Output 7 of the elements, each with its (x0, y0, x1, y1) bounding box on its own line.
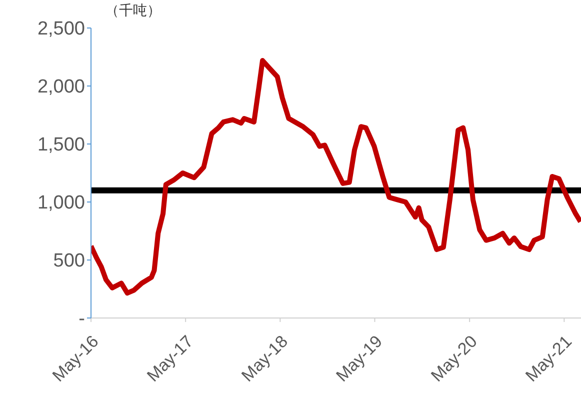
y-axis-title: （千吨） (105, 2, 161, 18)
y-tick-label: 500 (53, 250, 85, 272)
y-tick-label: 1,000 (37, 192, 85, 214)
y-tick-label: - (78, 308, 85, 330)
y-tick-label: 2,500 (37, 18, 85, 40)
y-tick-label: 2,000 (37, 76, 85, 98)
y-tick-label: 1,500 (37, 134, 85, 156)
